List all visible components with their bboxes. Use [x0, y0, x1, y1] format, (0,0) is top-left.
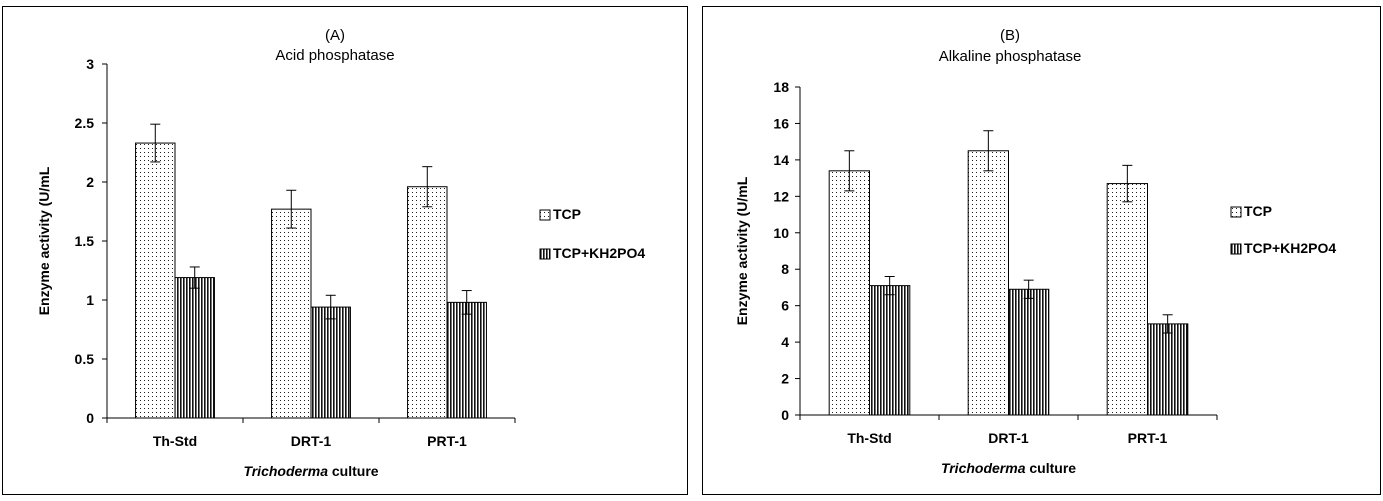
bar-b-tcp-kh2po4-drt-1 [1008, 288, 1050, 416]
y-tick-label-b-2: 4 [781, 334, 789, 350]
chart-panel-b: (B) Alkaline phosphatase 0 2 4 6 8 10 12 14 16 18 Th… [702, 6, 1381, 495]
y-tick-label-b-5: 10 [773, 225, 789, 241]
bar-a-tcp-th-std [135, 142, 176, 419]
x-tick-label-b-0: Th-Std [847, 430, 891, 446]
bar-a-tcp-kh2po4-th-std [174, 277, 215, 419]
bar-a-tcp-kh2po4-prt-1 [446, 301, 487, 419]
bar-b-tcp-prt-1 [1106, 183, 1149, 416]
bar-a-tcp-kh2po4-drt-1 [310, 306, 351, 419]
bar-a-tcp-drt-1 [271, 208, 312, 419]
y-tick-label-b-6: 12 [773, 188, 789, 204]
y-tick-label-a-4: 2 [86, 174, 94, 190]
y-tick-label-b-4: 8 [781, 261, 789, 277]
y-tick-label-a-2: 1 [86, 292, 94, 308]
x-tick-label-a-1: DRT-1 [291, 433, 332, 449]
x-tick-label-a-0: Th-Std [153, 433, 197, 449]
y-tick-label-b-7: 14 [773, 152, 789, 168]
y-tick-label-b-8: 16 [773, 115, 789, 131]
y-tick-label-a-5: 2.5 [75, 115, 95, 131]
y-tick-label-b-1: 2 [781, 371, 789, 387]
panel-label-a: (A) [325, 27, 345, 44]
chart-panel-a: (A) Acid phosphatase 0 0.5 1 1.5 2 2.5 3 Th-Std DR… [2, 6, 688, 495]
legend-label-tcp-kh2po4-a: TCP+KH2PO4 [553, 245, 645, 261]
chart-title-b: Alkaline phosphatase [939, 48, 1082, 65]
bar-a-tcp-prt-1 [407, 186, 448, 419]
y-axis-label-b: Enzyme activity (U/mL [734, 176, 750, 325]
y-tick-label-a-6: 3 [86, 56, 94, 72]
y-tick-label-a-0: 0 [86, 410, 94, 426]
y-tick-label-b-9: 18 [773, 79, 789, 95]
x-axis-label-rest-b: culture [1025, 460, 1076, 476]
legend-swatch-tcp-kh2po4-a [539, 248, 551, 260]
legend-label-tcp-b: TCP [1244, 203, 1272, 219]
bar-b-tcp-kh2po4-prt-1 [1147, 323, 1189, 416]
x-axis-label-rest-a: culture [328, 463, 379, 479]
legend-swatch-tcp-kh2po4-b [1230, 243, 1242, 255]
y-tick-label-a-1: 0.5 [75, 351, 95, 367]
legend-swatch-tcp-b [1230, 206, 1242, 218]
y-tick-label-b-3: 6 [781, 298, 789, 314]
x-axis-label-italic-a: Trichoderma [243, 463, 328, 479]
y-axis-label-a: Enzyme activity (U/mL [36, 166, 52, 315]
chart-a-svg: (A) Acid phosphatase 0 0.5 1 1.5 2 2.5 3 Th-Std DR… [36, 27, 645, 479]
bar-b-tcp-th-std [828, 170, 871, 416]
panel-label-b: (B) [1000, 27, 1020, 44]
y-tick-label-a-3: 1.5 [75, 233, 95, 249]
y-tick-label-b-0: 0 [781, 407, 789, 423]
bar-b-tcp-drt-1 [967, 150, 1010, 416]
legend-label-tcp-kh2po4-b: TCP+KH2PO4 [1244, 240, 1336, 256]
chart-b-svg: (B) Alkaline phosphatase 0 2 4 6 8 10 12 14 16 18 Th… [734, 27, 1336, 476]
x-tick-label-a-2: PRT-1 [427, 433, 467, 449]
x-axis-label-b: Trichoderma culture [941, 460, 1076, 476]
chart-title-a: Acid phosphatase [275, 47, 394, 64]
x-axis-label-a: Trichoderma culture [243, 463, 378, 479]
legend-swatch-tcp-a [539, 209, 551, 221]
x-axis-label-italic-b: Trichoderma [941, 460, 1026, 476]
legend-label-tcp-a: TCP [553, 206, 581, 222]
bar-b-tcp-kh2po4-th-std [869, 285, 911, 416]
x-tick-label-b-1: DRT-1 [988, 430, 1029, 446]
x-tick-label-b-2: PRT-1 [1128, 430, 1168, 446]
